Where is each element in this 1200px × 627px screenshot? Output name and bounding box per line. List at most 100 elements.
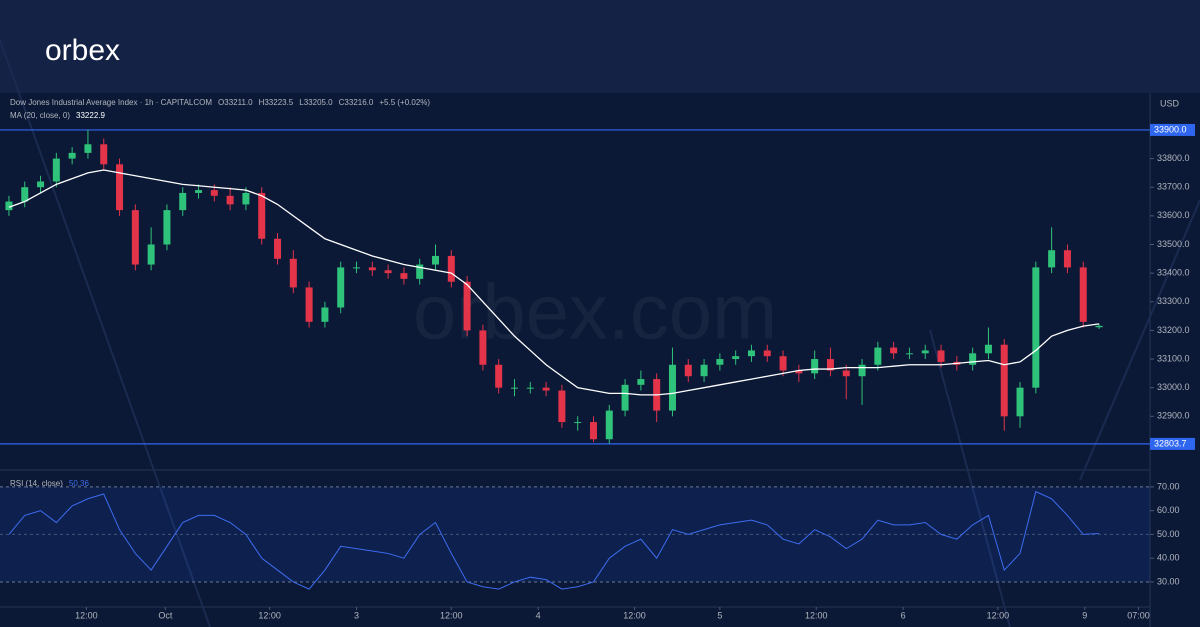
x-tick-label: 12:00: [75, 610, 98, 620]
candle-body: [147, 244, 155, 265]
candle-body: [1063, 250, 1071, 268]
candle-body: [684, 364, 692, 377]
candle-body: [558, 390, 566, 423]
candle-body: [368, 267, 376, 271]
rsi-band: [0, 486, 1150, 582]
candle-body: [179, 192, 187, 211]
candle-body: [432, 255, 440, 265]
ma-line: [8, 169, 1100, 396]
candle-body: [242, 192, 250, 205]
y-tick-label: 33800.0: [1157, 153, 1190, 163]
candle-body: [210, 190, 218, 196]
candle-body: [68, 152, 76, 159]
candle-body: [826, 359, 834, 371]
ma-name: MA (20, close, 0): [10, 111, 70, 120]
x-tick-label: 12:00: [440, 610, 463, 620]
candle-body: [131, 210, 139, 265]
candle-body: [1000, 344, 1008, 417]
y-tick-label: 40.00: [1157, 553, 1180, 563]
candle-body: [163, 210, 171, 245]
y-tick-label: 33300.0: [1157, 296, 1190, 306]
candle-body: [416, 264, 424, 279]
x-tick-label: 12:00: [805, 610, 828, 620]
candle-body: [353, 267, 361, 269]
y-tick-label: 50.00: [1157, 529, 1180, 539]
level-label-box: [1150, 123, 1195, 136]
candle-body: [1016, 387, 1024, 417]
candle-body: [747, 350, 755, 357]
candle-body: [984, 344, 992, 354]
symbol: Dow Jones Industrial Average Index · 1h …: [10, 98, 212, 107]
x-tick-label: 12:00: [623, 610, 646, 620]
candle-body: [795, 370, 803, 374]
y-tick-label: 33500.0: [1157, 239, 1190, 249]
ohlc: C33216.0: [339, 98, 374, 107]
x-tick-label: 3: [354, 610, 359, 620]
x-tick-label: Oct: [158, 610, 173, 620]
symbol-header: Dow Jones Industrial Average Index · 1h …: [10, 98, 430, 107]
candle-body: [305, 287, 313, 322]
candle-body: [337, 267, 345, 308]
candle-body: [779, 356, 787, 371]
candle-body: [1095, 325, 1103, 328]
candle-body: [621, 384, 629, 411]
candle-body: [842, 370, 850, 377]
x-tick-label: 9: [1082, 610, 1087, 620]
y-tick-label: 33000.0: [1157, 382, 1190, 392]
y-tick-label: 33200.0: [1157, 325, 1190, 335]
level-label: 33900.0: [1154, 124, 1187, 134]
y-tick-label: 33600.0: [1157, 210, 1190, 220]
ma-value: 33222.9: [76, 111, 105, 120]
decor-lines: [0, 39, 1200, 627]
candle-body: [463, 281, 471, 331]
candle-body: [542, 387, 550, 391]
candle-body: [5, 201, 13, 211]
candle-body: [732, 356, 740, 360]
banner: [0, 0, 1200, 93]
y-tick-label: 70.00: [1157, 481, 1180, 491]
candle-body: [1079, 267, 1087, 322]
candle-body: [37, 181, 45, 188]
currency: USD: [1160, 98, 1180, 108]
candle-body: [700, 364, 708, 377]
level-label: 32803.7: [1154, 438, 1187, 448]
x-tick-label: 07:00: [1127, 610, 1150, 620]
rsi-line: [8, 490, 1100, 590]
ohlc: H33223.5: [259, 98, 294, 107]
candle-body: [289, 258, 297, 288]
candle-body: [969, 353, 977, 365]
x-tick-label: 6: [901, 610, 906, 620]
candle-body: [226, 195, 234, 205]
candle-body: [890, 347, 898, 354]
candle-body: [447, 255, 455, 282]
change: +5.5 (+0.02%): [379, 98, 430, 107]
candle-body: [811, 359, 819, 374]
logo: orbex: [45, 34, 120, 67]
candle-body: [637, 379, 645, 385]
candle-body: [526, 387, 534, 389]
candle-body: [384, 270, 392, 274]
candle-body: [258, 192, 266, 239]
watermark: orbex.com: [413, 268, 777, 356]
y-tick-label: 33100.0: [1157, 353, 1190, 363]
x-tick-label: 4: [536, 610, 541, 620]
candle-body: [52, 158, 60, 182]
ma-header: MA (20, close, 0) 33222.9: [10, 111, 106, 120]
y-tick-label: 60.00: [1157, 505, 1180, 515]
candle-body: [858, 364, 866, 377]
candle-body: [510, 387, 518, 389]
candle-body: [195, 190, 203, 193]
rsi-name: RSI (14, close): [10, 479, 63, 488]
y-tick-label: 33400.0: [1157, 268, 1190, 278]
candle-body: [400, 273, 408, 279]
rsi-value: 50.36: [69, 479, 90, 488]
candle-body: [1032, 267, 1040, 388]
candle-body: [84, 144, 92, 153]
y-tick-label: 30.00: [1157, 576, 1180, 586]
level-label-box: [1150, 437, 1195, 450]
candle-body: [921, 350, 929, 354]
candle-body: [763, 350, 771, 357]
candle-body: [589, 422, 597, 440]
